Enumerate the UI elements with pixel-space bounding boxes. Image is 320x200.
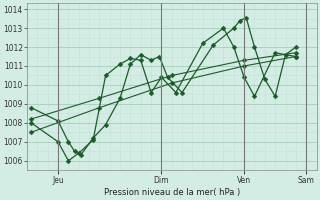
X-axis label: Pression niveau de la mer( hPa ): Pression niveau de la mer( hPa ) bbox=[104, 188, 240, 197]
